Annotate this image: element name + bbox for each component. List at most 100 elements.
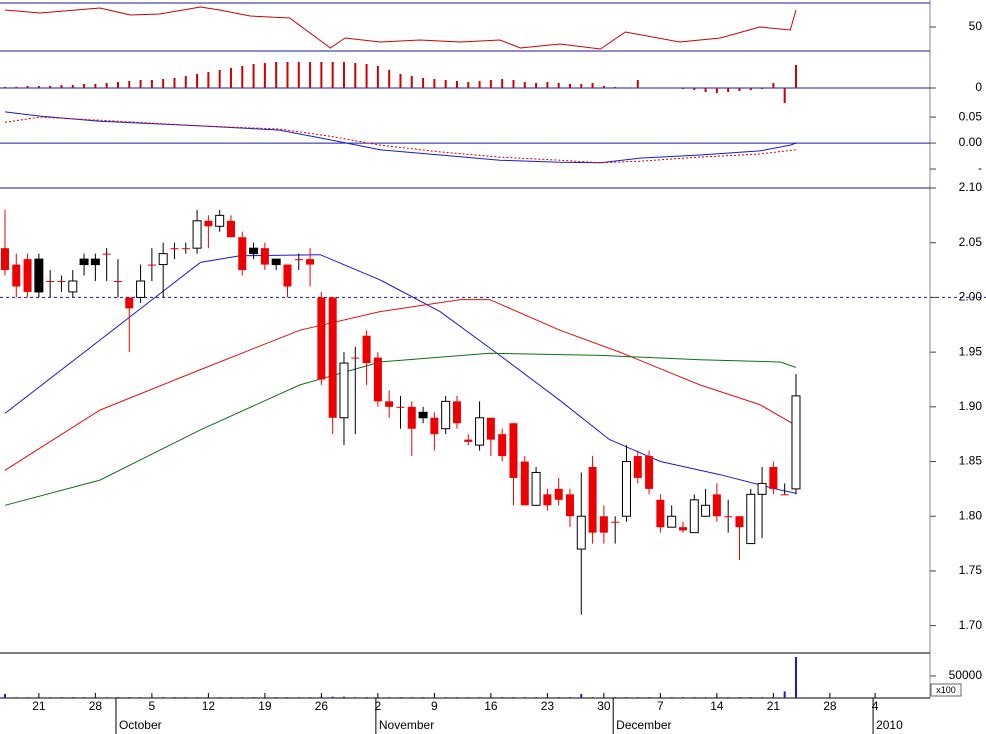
bar [693,88,696,90]
bar [15,87,18,88]
bar [478,697,481,698]
bar [15,697,18,698]
candle-body [260,248,269,265]
bar [297,62,300,88]
bar [704,697,707,698]
x-tick-label: 28 [89,699,103,713]
candle-body [565,494,574,517]
candle-body [599,516,608,533]
candle-body [136,280,146,298]
candle-body [170,248,179,250]
bar [196,74,199,88]
bar [196,697,199,698]
candle-body [780,494,789,496]
bar [535,697,538,698]
y-tick-label: 1.70 [959,618,983,632]
candle-body [554,488,563,500]
bar [229,697,232,698]
x-tick-label: 28 [823,699,837,713]
bar [275,697,278,698]
bar [342,696,345,698]
bar [376,66,379,88]
bar [659,697,662,698]
candle-body [102,253,111,255]
bar [546,697,549,698]
candle-body [611,521,620,523]
month-label: 2010 [876,718,903,732]
candle-body [373,357,382,402]
candle-body [34,258,44,293]
bar [478,81,481,88]
bar [591,83,594,88]
bar [71,85,74,88]
bar [761,88,764,89]
bar [139,697,142,698]
bar [501,697,504,698]
bar [207,697,210,698]
bar [433,79,436,88]
bar [162,79,165,88]
bar [37,86,40,88]
y-tick-label: 2.10 [959,180,983,194]
x-tick-label: 9 [431,699,438,713]
candle-body [418,411,428,419]
bar [376,697,379,698]
month-label: November [379,718,434,732]
candle-body [238,237,247,271]
bar [422,78,425,88]
bar [309,62,312,88]
bar [670,697,673,698]
bar [749,697,752,698]
indicator-line [4,116,797,164]
candle-body [712,494,721,517]
bar [331,696,334,698]
bar [693,697,696,698]
x-tick-label: 14 [710,699,724,713]
bar [591,697,594,698]
bar [60,697,63,698]
bar [467,697,470,698]
x-tick-label: 4 [872,699,879,713]
x-tick-label: 23 [541,699,555,713]
candle-body [147,264,156,266]
bar [286,62,289,88]
bar [444,80,447,88]
y-tick-label: 0.00 [959,135,983,149]
bar [320,62,323,88]
candle-body [317,297,326,380]
bar [614,87,617,88]
candle-body [509,423,518,478]
bar [422,697,425,698]
bar [512,697,515,698]
candle-body [226,220,235,238]
bar [83,84,86,88]
bar [568,84,571,88]
bar [3,87,6,88]
candle-body [113,281,122,282]
candle-body [271,258,281,266]
indicator-line [4,6,797,50]
candle-body [576,515,586,550]
bar [602,86,605,88]
bar [49,86,52,88]
candle-body [306,259,315,265]
bar [150,80,153,88]
bar [727,88,730,92]
y-tick-label: 2.00 [959,290,983,304]
candle-body [158,253,168,266]
x-tick-label: 5 [149,699,156,713]
bar [681,697,684,698]
bar [116,82,119,88]
x-tick-label: 2 [375,699,382,713]
candle-body [181,248,190,250]
x-tick-label: 16 [484,699,498,713]
candle-body [90,258,100,266]
candle-body [441,400,451,430]
bar [399,697,402,698]
candle-body [621,461,631,517]
bar [105,83,108,88]
bar [184,697,187,698]
bar [26,86,29,88]
bar [535,83,538,88]
candle-body [396,406,405,408]
